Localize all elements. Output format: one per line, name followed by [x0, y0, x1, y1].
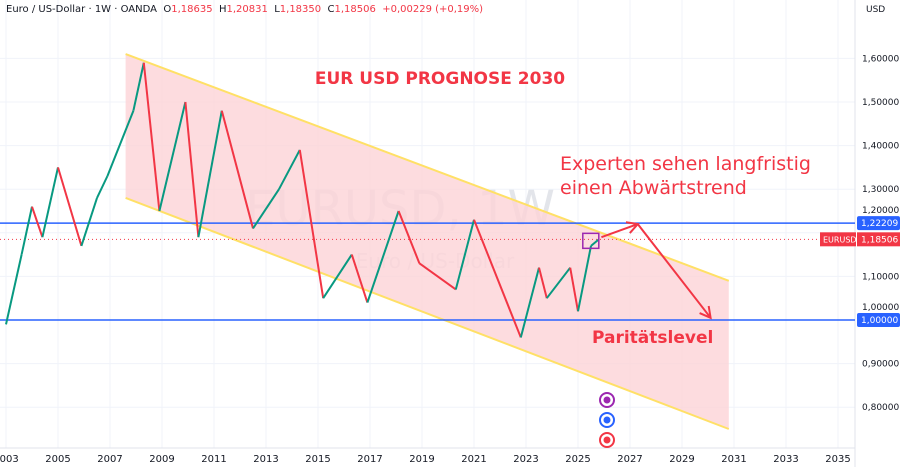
price-segment — [546, 267, 571, 299]
price-segment — [20, 206, 33, 255]
y-tick-label: 1,00000 — [862, 303, 899, 313]
open-value: 1,18635 — [171, 4, 213, 15]
channel-lower-line — [125, 196, 730, 430]
price-segment — [569, 267, 579, 312]
y-tick-label: 1,40000 — [862, 142, 899, 152]
parity-annotation: Paritätslevel — [592, 328, 713, 348]
x-tick-label: 2005 — [45, 454, 70, 465]
arrowhead-down-icon — [699, 305, 712, 320]
symbol-name[interactable]: Euro / US-Dollar · 1W · OANDA — [6, 4, 157, 15]
last-price-badge — [857, 232, 900, 247]
x-tick-label: 2027 — [617, 454, 642, 465]
open-label: O — [163, 4, 172, 15]
price-segment — [454, 219, 475, 290]
price-segment — [31, 206, 44, 238]
low-label: L — [274, 4, 280, 15]
symbol-badge-label: EURUSD — [823, 235, 857, 244]
price-segment — [197, 110, 223, 238]
x-tick-label: 2007 — [97, 454, 122, 465]
price-segment — [350, 254, 369, 303]
y-tick-label: 0,90000 — [862, 360, 899, 370]
price-segment — [418, 262, 457, 291]
us-flag-icon-dot — [603, 436, 611, 444]
price-segment — [96, 175, 109, 199]
price-segment — [519, 267, 540, 338]
x-tick-label: 2019 — [409, 454, 434, 465]
x-tick-label: 2009 — [149, 454, 174, 465]
change-value: +0,00229 (+0,19%) — [382, 4, 484, 15]
price-segment — [80, 197, 98, 247]
last-price-label: 1,18506 — [861, 235, 898, 245]
price-segment — [366, 210, 400, 303]
price-segment — [298, 149, 325, 299]
level-price-label: 1,22209 — [861, 219, 898, 229]
channel-upper-line — [125, 53, 730, 282]
x-tick-label: 2033 — [773, 454, 798, 465]
x-tick-label: 2011 — [201, 454, 226, 465]
price-segment — [252, 188, 280, 229]
chart-title: EUR USD PROGNOSE 2030 — [315, 69, 565, 89]
level-price-badge — [857, 216, 900, 231]
symbol-header: Euro / US-Dollar · 1W · OANDA O1,18635 H… — [6, 4, 483, 15]
price-segment — [577, 245, 592, 312]
price-segment — [41, 167, 59, 238]
low-value: 1,18350 — [279, 4, 322, 15]
price-segment — [590, 238, 600, 247]
y-tick-label: 1,60000 — [862, 54, 899, 64]
currency-label[interactable]: USD — [866, 5, 886, 15]
high-label: H — [218, 4, 227, 15]
level-price-badge — [857, 313, 900, 327]
price-segment — [473, 219, 522, 338]
price-segment — [158, 101, 187, 212]
price-segment — [57, 167, 83, 247]
price-segment — [397, 210, 421, 264]
close-value: 1,18506 — [334, 4, 376, 15]
x-tick-label: 2023 — [513, 454, 538, 465]
experts-annotation: einen Abwärtstrend — [560, 177, 747, 199]
x-tick-label: 2013 — [253, 454, 278, 465]
y-tick-label: 1,20000 — [862, 206, 899, 216]
consolidation-box — [582, 232, 600, 250]
price-segment — [132, 62, 145, 111]
x-tick-label: 2029 — [669, 454, 694, 465]
price-segment — [106, 110, 135, 177]
price-segment — [220, 110, 254, 229]
price-segment — [184, 101, 200, 238]
x-tick-label: 2025 — [565, 454, 590, 465]
x-tick-label: 2021 — [461, 454, 486, 465]
x-tick-label: 2035 — [825, 454, 850, 465]
lightning-icon-dot — [603, 396, 611, 404]
price-segment — [538, 267, 548, 299]
price-segment — [322, 254, 353, 299]
channel-fill — [125, 54, 729, 429]
y-tick-label: 1,30000 — [862, 185, 899, 195]
y-tick-label: 1,10000 — [862, 272, 899, 282]
x-tick-label: 2017 — [357, 454, 382, 465]
level-price-label: 1,00000 — [861, 316, 898, 326]
symbol-badge — [820, 232, 856, 247]
experts-annotation: Experten sehen langfristig — [560, 153, 811, 175]
arrowhead-up-icon — [625, 221, 640, 234]
x-tick-label: 2003 — [0, 454, 19, 465]
price-segment — [142, 62, 161, 212]
high-value: 1,20831 — [226, 4, 268, 15]
y-tick-label: 1,50000 — [862, 98, 899, 108]
globe-icon-dot — [603, 416, 611, 424]
price-segment — [5, 254, 23, 325]
y-tick-label: 0,80000 — [862, 403, 899, 413]
close-label: C — [327, 4, 335, 15]
x-tick-label: 2031 — [721, 454, 746, 465]
x-tick-label: 2015 — [305, 454, 330, 465]
price-segment — [278, 149, 301, 190]
